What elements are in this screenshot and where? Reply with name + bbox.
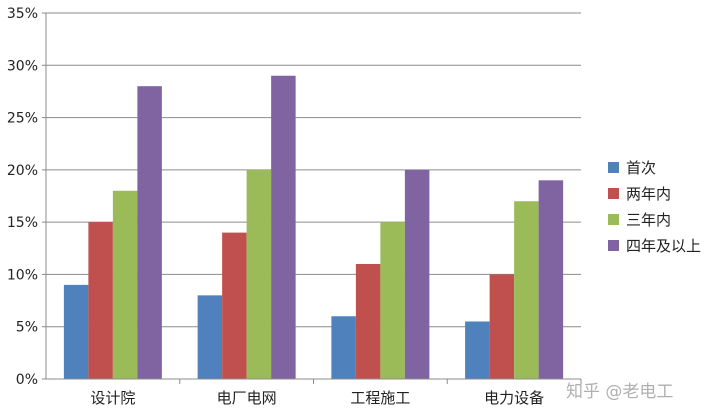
bar [380, 222, 405, 379]
bar [465, 321, 490, 379]
y-tick-label: 35% [7, 6, 38, 22]
bar [137, 86, 162, 379]
legend-label: 首次 [626, 159, 656, 177]
watermark: 知乎 @老电工 [566, 382, 674, 402]
x-axis-labels: 设计院 电厂电网 工程施工 电力设备 [90, 389, 544, 407]
bar [246, 169, 272, 379]
y-tick-label: 5% [16, 320, 38, 336]
bars [63, 75, 564, 379]
x-tick-label: 电厂电网 [217, 389, 277, 407]
bar [88, 222, 113, 379]
bar [538, 180, 564, 379]
legend-swatch [608, 188, 619, 199]
x-tick-label: 设计院 [90, 389, 135, 407]
legend-swatch [608, 162, 619, 173]
bar [222, 232, 247, 379]
y-tick-label: 0% [16, 372, 38, 388]
x-tick-label: 电力设备 [484, 389, 544, 407]
y-tick-label: 20% [7, 163, 38, 179]
y-tick-label: 30% [7, 58, 38, 74]
legend-swatch [608, 214, 619, 225]
y-tick-label: 25% [7, 111, 38, 127]
axes [45, 13, 582, 384]
bar [489, 274, 515, 379]
y-axis-ticks: 0% 5% 10% 15% 20% 25% 30% 35% [7, 6, 46, 388]
y-tick-label: 15% [7, 215, 38, 231]
bar [355, 263, 381, 379]
bar [514, 201, 539, 379]
bar [271, 75, 296, 379]
x-tick-label: 工程施工 [350, 389, 410, 407]
bar [63, 284, 89, 379]
y-tick-label: 10% [7, 267, 38, 283]
legend-label: 两年内 [626, 185, 671, 203]
bar [112, 190, 138, 379]
legend-swatch [608, 240, 619, 251]
bar [404, 169, 430, 379]
legend-label: 四年及以上 [626, 237, 701, 255]
bar [331, 316, 356, 379]
bar [197, 295, 223, 379]
legend-label: 三年内 [626, 211, 671, 229]
